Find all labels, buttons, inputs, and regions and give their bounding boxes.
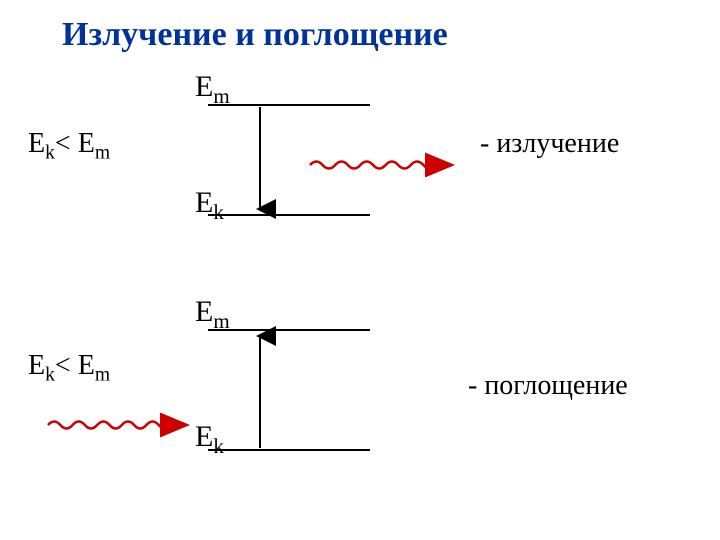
photon-wave-emission (310, 162, 450, 169)
desc-absorption: - поглощение (468, 370, 628, 402)
level-label-em-absorption: Em (195, 295, 230, 334)
page-title: Излучение и поглощение (62, 16, 448, 54)
level-label-ek-absorption: Ek (195, 420, 224, 459)
desc-emission: - излучение (480, 128, 619, 160)
diagram-emission (0, 0, 720, 540)
condition-emission: Ek< Em (28, 128, 110, 165)
condition-absorption: Ek< Em (28, 350, 110, 387)
photon-wave-absorption (48, 422, 185, 429)
level-label-em-emission: Em (195, 70, 230, 109)
level-label-ek-emission: Ek (195, 186, 224, 225)
